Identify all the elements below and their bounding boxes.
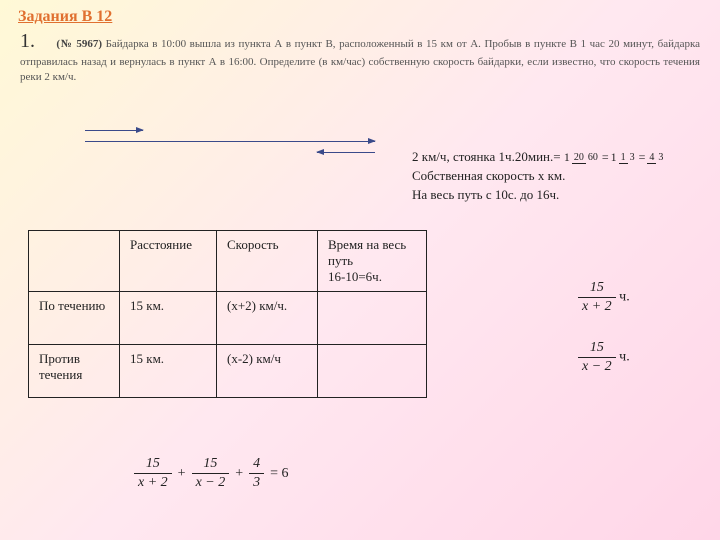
cell-downstream-dist: 15 км. bbox=[120, 292, 217, 345]
arrow-short-left bbox=[317, 152, 375, 153]
arrow-short-right bbox=[85, 130, 143, 131]
th-empty bbox=[29, 231, 120, 292]
cell-downstream-label: По течению bbox=[29, 292, 120, 345]
cell-downstream-speed: (х+2) км/ч. bbox=[217, 292, 318, 345]
th-speed: Скорость bbox=[217, 231, 318, 292]
cell-upstream-time bbox=[318, 345, 427, 398]
problem-text: 1. (№ 5967) Байдарка в 10:00 вышла из пу… bbox=[0, 26, 720, 85]
given-line1-text: 2 км/ч, стоянка 1ч.20мин.= bbox=[412, 149, 561, 164]
mixed-frac-1: 1 2060 = 1 13 = 43 bbox=[564, 149, 666, 166]
given-line2: Собственная скорость х км. bbox=[412, 167, 665, 186]
cell-downstream-time bbox=[318, 292, 427, 345]
given-line3: На весь путь с 10с. до 16ч. bbox=[412, 186, 665, 205]
eq-plus1: + bbox=[178, 466, 186, 482]
problem-number: 1. bbox=[20, 30, 35, 52]
problem-ref: (№ 5967) bbox=[56, 38, 102, 50]
time-downstream-frac: 15x + 2 ч. bbox=[578, 280, 630, 315]
table-row: Против течения 15 км. (х-2) км/ч bbox=[29, 345, 427, 398]
th-distance: Расстояние bbox=[120, 231, 217, 292]
table-header-row: Расстояние Скорость Время на весь путь 1… bbox=[29, 231, 427, 292]
data-table: Расстояние Скорость Время на весь путь 1… bbox=[28, 230, 427, 398]
time-upstream-frac: 15x − 2 ч. bbox=[578, 340, 630, 375]
eq-frac1: 15x + 2 bbox=[134, 456, 172, 491]
eq-frac3: 43 bbox=[249, 456, 264, 491]
direction-arrows bbox=[85, 130, 375, 163]
eq-frac2: 15x − 2 bbox=[192, 456, 230, 491]
equation: 15x + 2 + 15x − 2 + 43 = 6 bbox=[134, 456, 289, 491]
th-time: Время на весь путь 16-10=6ч. bbox=[318, 231, 427, 292]
given-info: 2 км/ч, стоянка 1ч.20мин.= 1 2060 = 1 13… bbox=[412, 148, 665, 205]
given-line1: 2 км/ч, стоянка 1ч.20мин.= 1 2060 = 1 13… bbox=[412, 148, 665, 167]
table-row: По течению 15 км. (х+2) км/ч. bbox=[29, 292, 427, 345]
section-heading: Задания В 12 bbox=[0, 0, 720, 26]
cell-upstream-speed: (х-2) км/ч bbox=[217, 345, 318, 398]
eq-plus2: + bbox=[235, 466, 243, 482]
arrow-long-right bbox=[85, 141, 375, 142]
eq-rhs: = 6 bbox=[270, 466, 288, 482]
cell-upstream-dist: 15 км. bbox=[120, 345, 217, 398]
problem-body: Байдарка в 10:00 вышла из пункта А в пун… bbox=[20, 38, 700, 83]
cell-upstream-label: Против течения bbox=[29, 345, 120, 398]
